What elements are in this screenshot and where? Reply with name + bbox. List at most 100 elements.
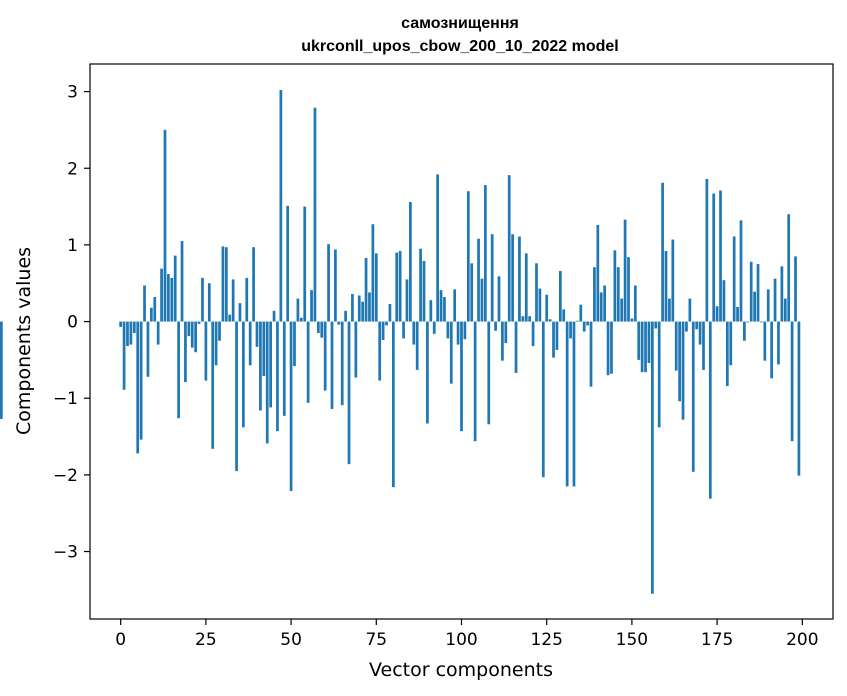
bar-168 <box>691 321 695 472</box>
bar-130 <box>562 309 566 322</box>
y-tick-label: 2 <box>67 159 78 179</box>
bar-133 <box>572 321 576 487</box>
bar-163 <box>674 321 678 371</box>
bar-187 <box>756 264 760 322</box>
bar-54 <box>303 206 307 322</box>
bar-8 <box>146 321 150 377</box>
bar-100 <box>460 321 463 432</box>
bar-92 <box>432 321 436 334</box>
x-tick-label: 50 <box>280 630 302 650</box>
bar-101 <box>463 321 467 340</box>
bar-60 <box>323 321 327 391</box>
bar-189 <box>763 321 767 361</box>
y-tick-label: −3 <box>53 543 78 563</box>
bar-11 <box>156 321 160 345</box>
bar-146 <box>616 267 620 322</box>
bar-90 <box>426 321 429 424</box>
x-tick-label: 125 <box>530 630 562 650</box>
bar-139 <box>593 267 596 322</box>
bar-98 <box>453 289 457 322</box>
bar-73 <box>368 292 371 322</box>
bar-195 <box>783 298 787 322</box>
bar-103 <box>470 263 474 322</box>
bar-85 <box>409 201 412 322</box>
bar-197 <box>790 321 794 442</box>
bar-65 <box>340 321 344 406</box>
bar-76 <box>378 321 382 381</box>
bar-26 <box>207 283 211 322</box>
bar-63 <box>334 249 337 322</box>
bar-136 <box>582 321 586 332</box>
y-axis-ticks: −3 −2 −1 0 1 2 3 <box>53 83 90 563</box>
bar-3 <box>129 321 133 345</box>
bar-69 <box>354 321 358 378</box>
bar-81 <box>395 252 399 322</box>
bar-53 <box>299 317 303 322</box>
bar-18 <box>180 241 184 322</box>
bar-77 <box>381 321 385 340</box>
bar-193 <box>777 321 780 365</box>
bar-174 <box>712 193 716 322</box>
bar-198 <box>794 256 797 322</box>
bar-94 <box>439 290 443 322</box>
bar-145 <box>613 250 617 322</box>
bar-181 <box>736 307 739 322</box>
bar-124 <box>541 321 545 478</box>
bar-167 <box>688 298 692 322</box>
bar-45 <box>272 310 276 322</box>
bar-188 <box>760 321 763 323</box>
bar-46 <box>276 321 279 432</box>
bar-44 <box>269 321 273 408</box>
plot-area-frame <box>89 63 834 620</box>
x-tick-label: 25 <box>195 630 217 650</box>
bar-95 <box>443 297 446 322</box>
bar-64 <box>337 321 341 325</box>
bar-42 <box>262 321 266 376</box>
bar-148 <box>623 219 627 322</box>
bar-12 <box>160 268 163 322</box>
bar-86 <box>412 321 416 345</box>
bar-172 <box>705 178 709 322</box>
bar-91 <box>429 300 433 322</box>
bar-113 <box>504 321 508 344</box>
bar-134 <box>576 320 579 322</box>
bar-135 <box>579 304 583 322</box>
bar-119 <box>524 253 528 322</box>
y-tick-label: 0 <box>67 313 78 333</box>
chart-title: самознищення <box>401 15 519 32</box>
bar-89 <box>422 261 426 322</box>
bar-7 <box>143 285 146 322</box>
y-tick-label: 1 <box>67 236 78 256</box>
bar-179 <box>729 321 733 366</box>
bar-4 <box>132 321 136 334</box>
bar-102 <box>466 191 470 322</box>
y-tick-label: −2 <box>53 466 78 486</box>
x-tick-label: 100 <box>445 630 477 650</box>
bar-67 <box>347 321 351 465</box>
bar-41 <box>259 321 262 411</box>
bar-129 <box>558 270 562 322</box>
bar-55 <box>306 321 310 403</box>
bar-183 <box>743 321 746 341</box>
bar-142 <box>603 285 607 322</box>
bar-83 <box>402 321 405 339</box>
bar-36 <box>242 321 245 428</box>
bar-177 <box>722 280 726 322</box>
x-tick-label: 0 <box>115 630 126 650</box>
x-tick-label: 75 <box>365 630 387 650</box>
bar-6 <box>139 321 143 440</box>
chart-subtitle: ukrconll_upos_cbow_200_10_2022 model <box>301 38 618 55</box>
bar-33 <box>231 279 235 322</box>
bar-104 <box>473 321 477 442</box>
bar-21 <box>190 321 194 348</box>
bar-157 <box>654 321 658 329</box>
bar-178 <box>725 321 729 386</box>
bar-34 <box>235 321 238 472</box>
bar-173 <box>708 321 712 499</box>
bar-88 <box>419 248 422 322</box>
bar-137 <box>586 321 589 326</box>
bar-35 <box>238 303 242 322</box>
bar-127 <box>552 321 555 358</box>
bar-161 <box>668 298 671 322</box>
